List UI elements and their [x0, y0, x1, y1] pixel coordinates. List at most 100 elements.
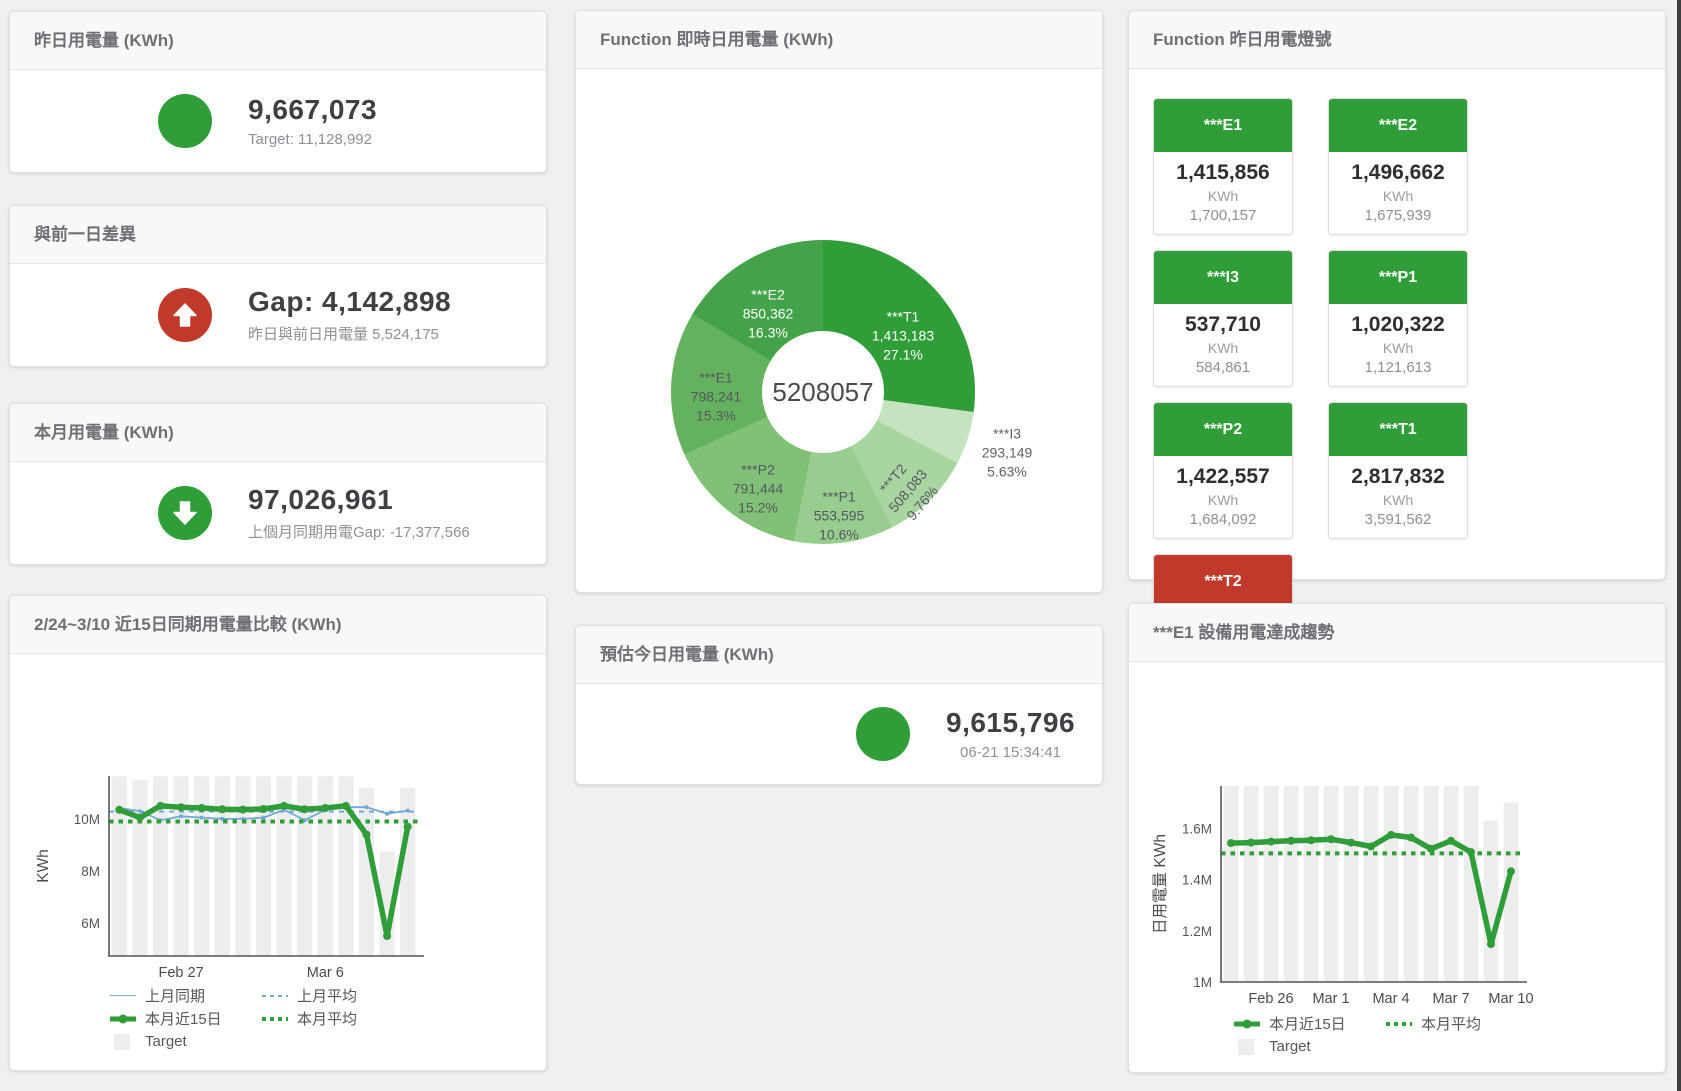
data-point [179, 814, 184, 819]
target-bar [1263, 786, 1279, 982]
data-point [321, 804, 330, 812]
card-realtime-title: Function 即時日用電量 (KWh) [576, 11, 1102, 69]
data-point [364, 805, 369, 810]
data-point [1447, 836, 1455, 845]
donut-slice-label-E1: ***E1 798,241 15.3% [690, 369, 742, 424]
realtime-donut-chart[interactable]: 5208057 ***T1 1,413,183 27.1% ***I3 293,149 5… [671, 240, 1032, 544]
tile-target: 1,700,157 [1189, 207, 1257, 224]
tile-target: 1,675,939 [1364, 207, 1432, 224]
data-point [261, 815, 266, 820]
data-point [218, 805, 227, 814]
data-point [1487, 940, 1495, 949]
data-point [1327, 835, 1335, 844]
tile-value: 1,020,322 [1351, 313, 1445, 336]
x-tick-label: Feb 27 [159, 965, 204, 981]
legend-bar-swatch-icon [1234, 1038, 1260, 1055]
card-yesterday-usage: 昨日用電量 (KWh) 9,667,073 Target: 11,128,992 [9, 11, 547, 173]
tile-name: ***T2 [1154, 555, 1292, 608]
target-bar [1463, 786, 1479, 982]
yesterday-target: Target: 11,128,992 [248, 131, 372, 148]
tile-body: 1,415,856 KWh 1,700,157 [1154, 152, 1292, 234]
data-point [341, 801, 350, 810]
e1-trend-chart[interactable]: 1.6M 1.4M 1.2M 1M Feb 26 Mar 1 Mar 4 Mar 7 Mar 1… [1129, 662, 1667, 1012]
tile-unit: KWh [1207, 492, 1239, 508]
card-day-gap: 與前一日差異 Gap: 4,142,898 昨日與前日用電量 5,524,175 [9, 205, 547, 367]
legend-item-上月平均[interactable]: 上月平均 [262, 985, 414, 1006]
legend-item-本月平均[interactable]: 本月平均 [1386, 1013, 1538, 1034]
data-point [177, 803, 186, 812]
data-point [1367, 842, 1375, 851]
target-bar [400, 787, 416, 956]
x-tick-label: Mar 1 [1312, 991, 1349, 1007]
legend-label: 本月平均 [1421, 1016, 1482, 1033]
card-day-gap-body: Gap: 4,142,898 昨日與前日用電量 5,524,175 [10, 264, 546, 366]
legend-item-本月近15日[interactable]: 本月近15日 [110, 1008, 262, 1029]
data-point [1467, 848, 1475, 857]
tile-unit: KWh [1382, 188, 1414, 204]
donut-slice-label-T1: ***T1 1,413,183 27.1% [871, 308, 935, 363]
target-bar [1403, 786, 1419, 982]
down-arrow-green-icon [158, 486, 212, 540]
x-tick-label: Mar 7 [1432, 991, 1469, 1007]
tile-name: ***E2 [1329, 99, 1467, 152]
data-point [280, 801, 289, 810]
data-point [1507, 867, 1515, 876]
tile-unit: KWh [1207, 188, 1239, 204]
y-tick-label: 10M [74, 812, 100, 827]
card-e1-trend-title: ***E1 設備用電達成趨勢 [1129, 604, 1665, 662]
data-point [115, 805, 124, 814]
donut-slice-label-P1: ***P1 553,595 10.6% [813, 488, 865, 543]
data-point [1287, 836, 1295, 845]
target-bar [214, 776, 230, 956]
data-point [156, 801, 165, 810]
y-axis-title: KWh [35, 849, 52, 883]
target-bar [1383, 786, 1399, 982]
data-point [300, 805, 309, 814]
card-yesterday-body: 9,667,073 Target: 11,128,992 [10, 70, 546, 172]
target-bar [1243, 786, 1259, 982]
legend-label: 上月同期 [145, 988, 206, 1005]
target-bar [317, 776, 333, 956]
card-day-gap-title: 與前一日差異 [10, 206, 546, 264]
legend-label: 本月近15日 [145, 1011, 222, 1028]
y-axis-title: 日用電量 KWh [1152, 834, 1169, 934]
card-realtime-body: 5208057 ***T1 1,413,183 27.1% ***I3 293,149 5… [576, 69, 1102, 592]
tile-body: 1,496,662 KWh 1,675,939 [1329, 152, 1467, 234]
card-estimate-body: 9,615,796 06-21 15:34:41 [576, 684, 1102, 784]
legend-item-Target[interactable]: Target [1234, 1038, 1386, 1055]
legend-item-本月平均[interactable]: 本月平均 [262, 1008, 414, 1029]
data-point [383, 932, 392, 940]
tile-value: 1,415,856 [1176, 161, 1270, 184]
tile-name: ***E1 [1154, 99, 1292, 152]
legend-line-swatch-icon [110, 1011, 136, 1027]
card-realtime-donut: Function 即時日用電量 (KWh) 5208057 ***T1 1,413… [575, 10, 1103, 593]
legend-label: Target [145, 1033, 187, 1050]
target-bar [1343, 786, 1359, 982]
light-tile-E1: ***E1 1,415,856 KWh 1,700,157 [1153, 98, 1293, 235]
data-point [405, 808, 410, 813]
target-bar [1323, 786, 1339, 982]
target-bar [255, 776, 272, 956]
data-point [199, 815, 204, 820]
x-tick-label: Mar 4 [1372, 991, 1409, 1007]
target-bar [111, 776, 127, 956]
legend-item-上月同期[interactable]: 上月同期 [110, 985, 262, 1006]
y-tick-label: 1.6M [1182, 821, 1212, 836]
card-estimate-title: 預估今日用電量 (KWh) [576, 626, 1102, 684]
day-gap-subtitle: 昨日與前日用電量 5,524,175 [248, 326, 439, 343]
data-point [1307, 836, 1315, 845]
light-tile-P1: ***P1 1,020,322 KWh 1,121,613 [1328, 250, 1468, 387]
tile-name: ***P2 [1154, 403, 1292, 456]
legend-line-swatch-icon [1386, 1016, 1412, 1032]
data-point [1347, 838, 1355, 847]
tile-body: 537,710 KWh 584,861 [1154, 304, 1292, 386]
donut-slice-label-P2: ***P2 791,444 15.2% [732, 461, 784, 516]
window-edge-scrollbar[interactable] [1677, 0, 1681, 1091]
tile-name: ***T1 [1329, 403, 1467, 456]
month-value: 97,026,961 [248, 484, 394, 515]
tile-name: ***P1 [1329, 251, 1467, 304]
target-bar [1283, 786, 1299, 982]
legend-item-Target[interactable]: Target [110, 1033, 262, 1050]
legend-item-本月近15日[interactable]: 本月近15日 [1234, 1013, 1386, 1034]
compare15-chart[interactable]: 10M 8M 6M Feb 27 Mar 6 KWh [10, 654, 548, 984]
